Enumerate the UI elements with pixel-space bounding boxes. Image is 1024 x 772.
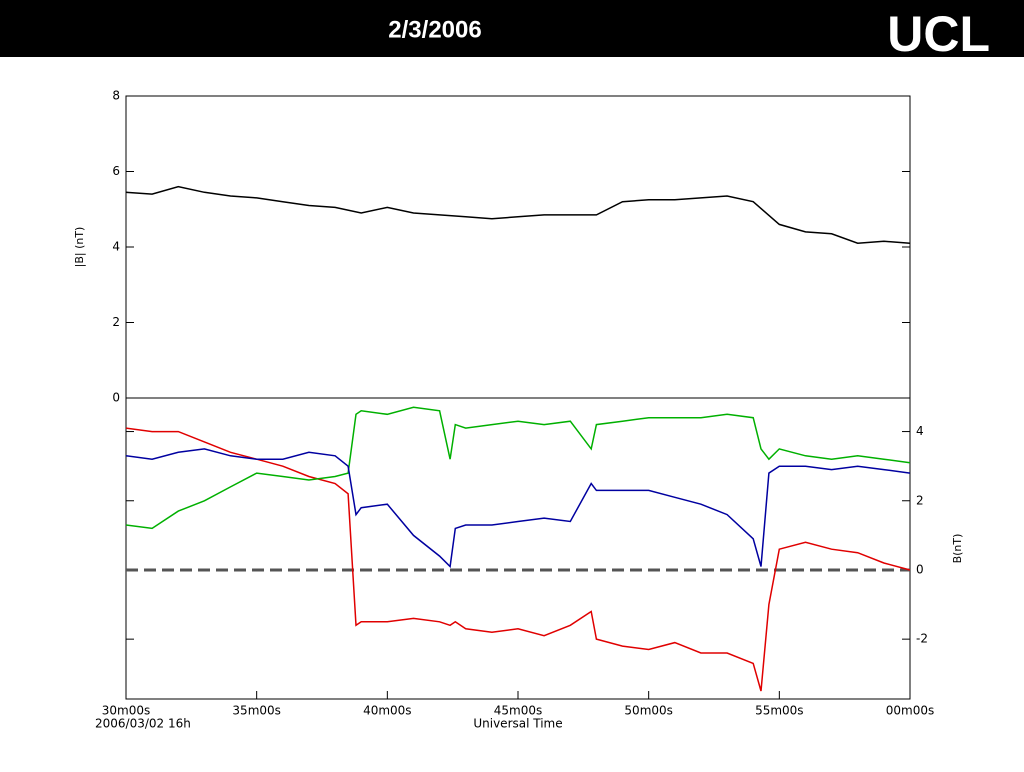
x-tick-label: 30m00s [102,704,150,718]
x-tick-label: 50m00s [624,704,672,718]
data-line [125,427,911,692]
x-axis-label: Universal Time [473,717,562,731]
date-label: 2006/03/02 16h [95,717,191,731]
y2-tick-label: 0 [916,562,924,576]
data-line [125,185,911,244]
y-tick-label: 8 [112,89,120,103]
y-tick-label: 4 [112,240,120,254]
logo: UCL [887,6,990,62]
y2-tick-label: 2 [916,493,924,507]
data-line [125,448,911,569]
y2-tick-label: -2 [916,632,928,646]
x-tick-label: 55m00s [755,704,803,718]
y2-tick-label: 4 [916,424,924,438]
y-axis-label: |B| (nT) [73,227,86,268]
slide-title: 2/3/2006 [388,16,481,43]
y-tick-label: 2 [112,315,120,329]
y-tick-label: 0 [112,391,120,405]
x-tick-label: 00m00s [886,704,934,718]
x-tick-label: 40m00s [363,704,411,718]
x-tick-label: 45m00s [494,704,542,718]
y-tick-label: 6 [112,164,120,178]
y-axis-label: B(nT) [951,534,964,564]
x-tick-label: 35m00s [232,704,280,718]
data-line [125,406,911,530]
header-bar [0,0,1024,57]
